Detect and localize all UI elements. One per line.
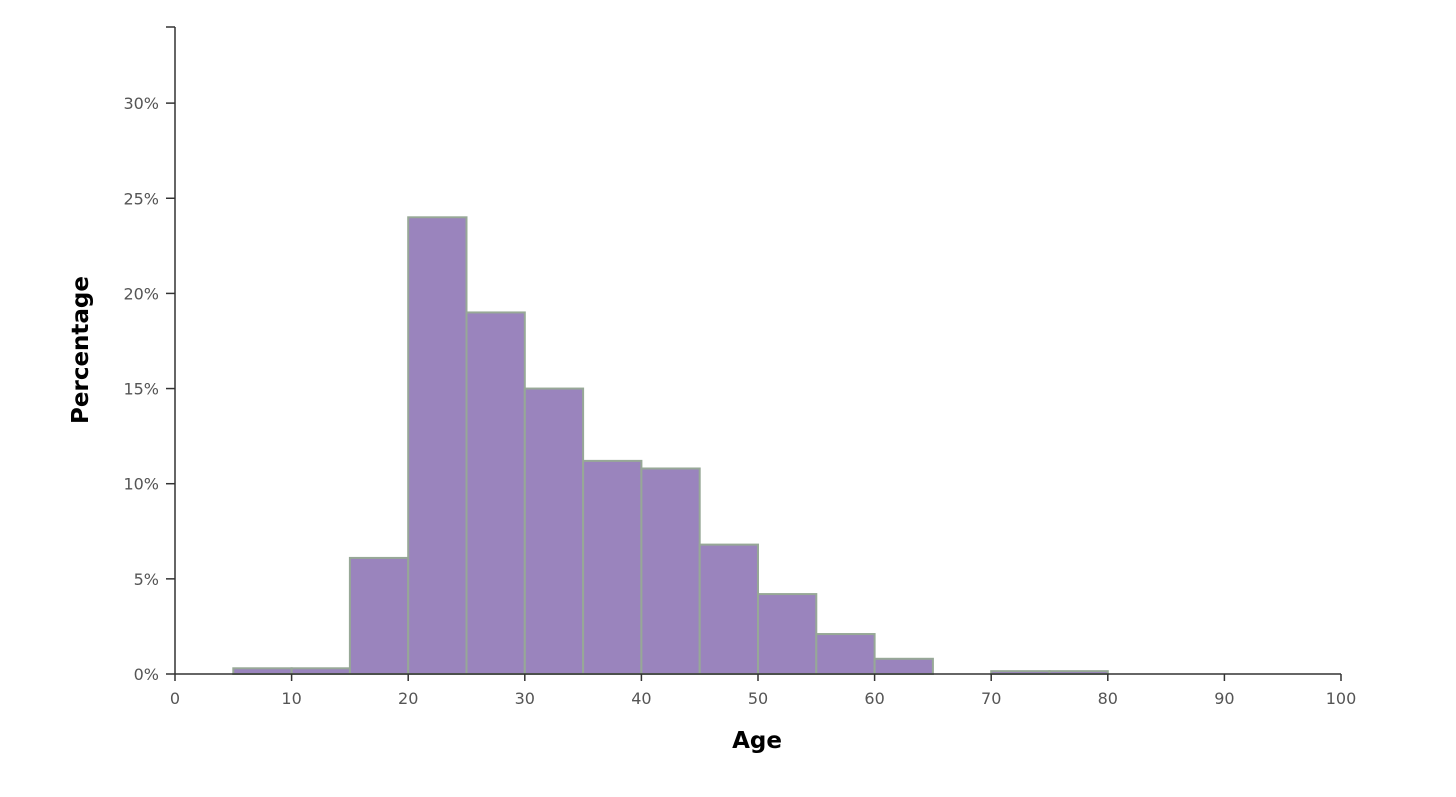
bars-layer: [232, 216, 1109, 676]
y-axis-title: Percentage: [68, 276, 94, 424]
x-tick-label: 0: [170, 689, 180, 708]
x-axis-title: Age: [732, 728, 782, 754]
x-tick-label: 70: [981, 689, 1001, 708]
histogram-bar-40-45: [640, 467, 701, 676]
axes-layer: 0% 5% 10% 15% 20% 25% 30% 0 10 20 30 40 50 60 70 80 90 10…: [123, 26, 1357, 708]
x-tick-label: 100: [1326, 689, 1357, 708]
x-tick-label: 80: [1098, 689, 1118, 708]
histogram-bar-25-30: [465, 311, 526, 675]
histogram-bar-55-60: [815, 633, 876, 675]
y-tick-label: 20%: [123, 284, 159, 303]
x-tick-label: 50: [748, 689, 768, 708]
histogram-bar-15-20: [348, 556, 410, 676]
histogram-bar-20-25: [407, 216, 468, 675]
histogram-bar-60-65: [873, 657, 934, 676]
x-tick-label: 60: [864, 689, 884, 708]
x-tick-label: 10: [281, 689, 301, 708]
y-tick-label: 5%: [134, 570, 159, 589]
histogram-bar-50-55: [757, 593, 818, 676]
histogram-bar-45-50: [698, 543, 760, 675]
x-tick-label: 40: [631, 689, 651, 708]
y-tick-label: 30%: [123, 94, 159, 113]
histogram-bar-5-10: [232, 667, 293, 676]
y-tick-label: 15%: [123, 380, 159, 399]
histogram-bar-10-15: [290, 667, 351, 676]
x-tick-label: 30: [515, 689, 535, 708]
x-tick-label: 90: [1214, 689, 1234, 708]
histogram-bar-30-35: [523, 387, 585, 675]
y-tick-label: 25%: [123, 189, 159, 208]
histogram-bar-35-40: [582, 459, 643, 675]
x-tick-label: 20: [398, 689, 418, 708]
y-tick-label: 10%: [123, 475, 159, 494]
y-tick-label: 0%: [134, 665, 159, 684]
